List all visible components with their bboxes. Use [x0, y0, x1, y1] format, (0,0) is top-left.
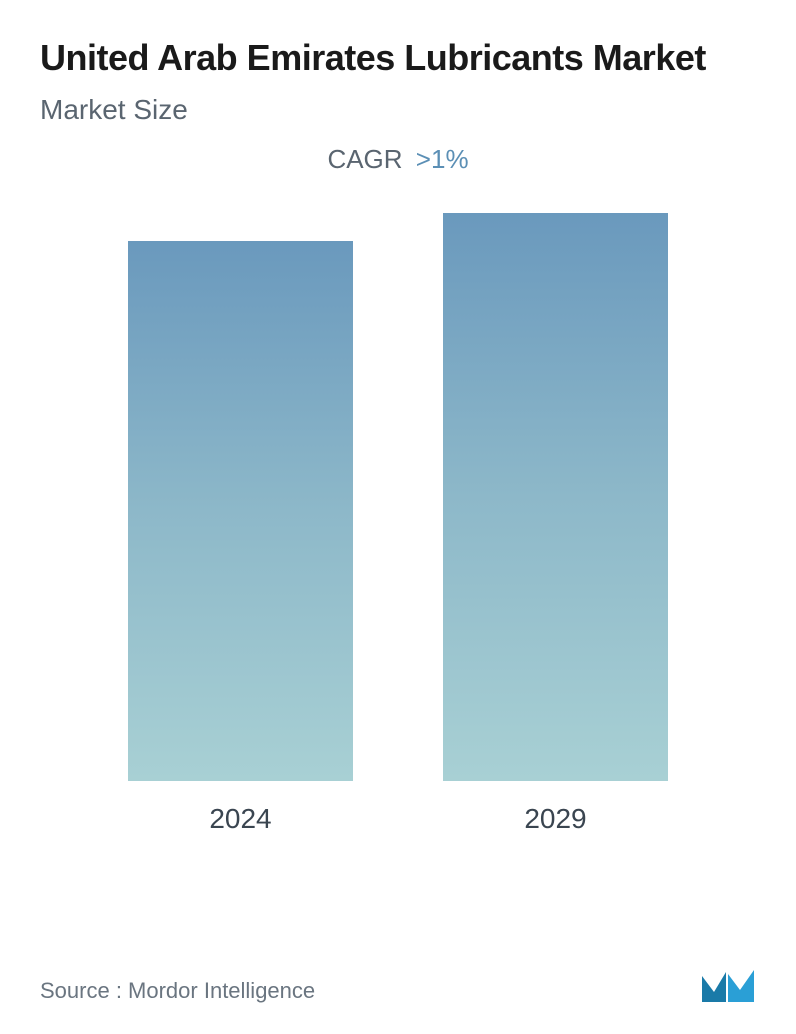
chart-subtitle: Market Size [40, 94, 756, 126]
bar-group: 2029 [443, 213, 668, 835]
cagr-label: CAGR [327, 144, 402, 174]
cagr-row: CAGR >1% [40, 144, 756, 175]
bar-2029 [443, 213, 668, 781]
bar-label: 2024 [209, 803, 271, 835]
bar-label: 2029 [524, 803, 586, 835]
footer: Source : Mordor Intelligence [40, 968, 756, 1004]
source-text: Source : Mordor Intelligence [40, 978, 315, 1004]
cagr-value: >1% [416, 144, 469, 174]
mordor-logo-icon [700, 968, 756, 1004]
bar-2024 [128, 241, 353, 781]
bar-chart: 2024 2029 [40, 215, 756, 835]
bar-group: 2024 [128, 241, 353, 835]
chart-title: United Arab Emirates Lubricants Market [40, 35, 756, 80]
